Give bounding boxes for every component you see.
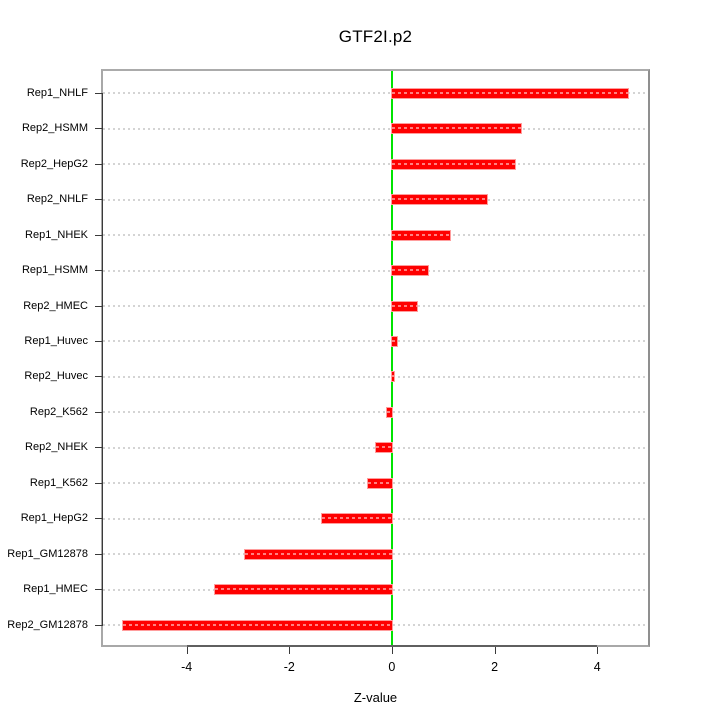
y-axis-label: Rep1_K562 <box>29 476 88 489</box>
y-axis-tick <box>95 376 103 378</box>
y-axis-label: Rep2_K562 <box>29 405 88 418</box>
x-axis-tick-label: -4 <box>181 660 193 674</box>
x-axis-tick <box>597 647 599 654</box>
bar-grid-overlay <box>376 446 392 449</box>
y-axis-tick <box>95 589 103 591</box>
plot-area <box>103 71 648 645</box>
y-axis-tick <box>95 305 103 307</box>
bar-grid-overlay <box>391 162 516 165</box>
gridline <box>103 163 648 166</box>
gridline <box>103 269 648 272</box>
y-axis-tick <box>95 163 103 165</box>
gridline <box>103 127 648 130</box>
bar-grid-overlay <box>391 127 521 130</box>
y-axis-tick <box>95 553 103 555</box>
bar-Rep1_GM12878 <box>244 548 393 560</box>
y-axis-label: Rep1_NHLF <box>26 86 88 99</box>
gridline <box>103 234 648 237</box>
y-axis-label: Rep1_GM12878 <box>7 547 88 560</box>
gridline <box>103 411 648 414</box>
x-axis-tick <box>391 647 393 654</box>
bar-grid-overlay <box>214 588 392 591</box>
y-axis-tick <box>95 411 103 413</box>
y-axis-label: Rep1_HSMM <box>21 264 88 277</box>
y-axis-tick <box>95 518 103 520</box>
gridline <box>103 375 648 378</box>
y-axis-tick <box>95 624 103 626</box>
x-axis-tick <box>289 647 291 654</box>
chart-title: GTF2I.p2 <box>338 27 413 46</box>
y-axis-tick <box>95 128 103 130</box>
y-axis-label: Rep1_Huvec <box>24 334 88 347</box>
bar-Rep2_NHEK <box>375 442 393 454</box>
y-axis-label: Rep1_HMEC <box>23 583 88 596</box>
bar-Rep1_NHLF <box>390 87 629 99</box>
bar-Rep2_Huvec <box>390 371 395 383</box>
x-axis-tick-label: 2 <box>491 660 499 674</box>
y-axis-label: Rep2_GM12878 <box>7 618 88 631</box>
y-axis-line <box>101 93 103 626</box>
bar-grid-overlay <box>391 304 418 307</box>
y-axis-tick <box>95 199 103 201</box>
x-axis-title: Z-value <box>353 690 398 705</box>
bar-grid-overlay <box>245 552 392 555</box>
x-axis-tick <box>186 647 188 654</box>
x-axis-tick-label: -2 <box>283 660 295 674</box>
x-axis-tick-label: 4 <box>593 660 601 674</box>
bar-Rep2_K562 <box>385 406 393 418</box>
gridline <box>103 305 648 307</box>
bar-grid-overlay <box>386 410 392 413</box>
bar-grid-overlay <box>391 375 394 378</box>
bar-grid-overlay <box>391 198 488 201</box>
bar-Rep1_Huvec <box>390 335 398 347</box>
bar-grid-overlay <box>123 623 392 626</box>
y-axis-tick <box>95 270 103 272</box>
y-axis-tick <box>95 340 103 342</box>
y-axis-tick <box>95 92 103 94</box>
bar-grid-overlay <box>391 269 429 272</box>
bar-Rep1_HepG2 <box>321 513 393 525</box>
bar-Rep1_K562 <box>366 477 393 489</box>
bar-grid-overlay <box>391 339 397 342</box>
y-axis-label: Rep2_NHLF <box>26 193 88 206</box>
y-axis-tick <box>95 482 103 484</box>
gridline <box>103 92 648 95</box>
bar-Rep1_NHEK <box>390 229 452 241</box>
bar-grid-overlay <box>322 517 392 520</box>
y-axis-label: Rep1_NHEK <box>25 228 88 241</box>
zero-reference-line <box>390 71 393 645</box>
bar-Rep2_GM12878 <box>122 619 393 631</box>
y-axis-label: Rep1_HepG2 <box>20 512 88 525</box>
x-axis-tick-label: 0 <box>388 660 396 674</box>
bar-Rep2_HepG2 <box>390 158 517 170</box>
bar-Rep2_NHLF <box>390 194 489 206</box>
y-axis-label: Rep2_NHEK <box>25 441 88 454</box>
bar-Rep2_HMEC <box>390 300 419 312</box>
bar-Rep2_HSMM <box>390 123 522 135</box>
y-axis-label: Rep2_HSMM <box>21 122 88 135</box>
y-axis-label: Rep2_Huvec <box>24 370 88 383</box>
bar-grid-overlay <box>391 91 628 94</box>
y-axis-tick <box>95 447 103 449</box>
x-axis-tick <box>494 647 496 654</box>
bar-grid-overlay <box>391 233 451 236</box>
bar-grid-overlay <box>367 481 392 484</box>
bar-Rep1_HSMM <box>390 265 430 277</box>
y-axis-label: Rep2_HMEC <box>23 299 88 312</box>
gridline <box>103 198 648 201</box>
y-axis-tick <box>95 234 103 236</box>
y-axis-label: Rep2_HepG2 <box>20 157 88 170</box>
bar-Rep1_HMEC <box>213 584 393 596</box>
gridline <box>103 340 648 343</box>
